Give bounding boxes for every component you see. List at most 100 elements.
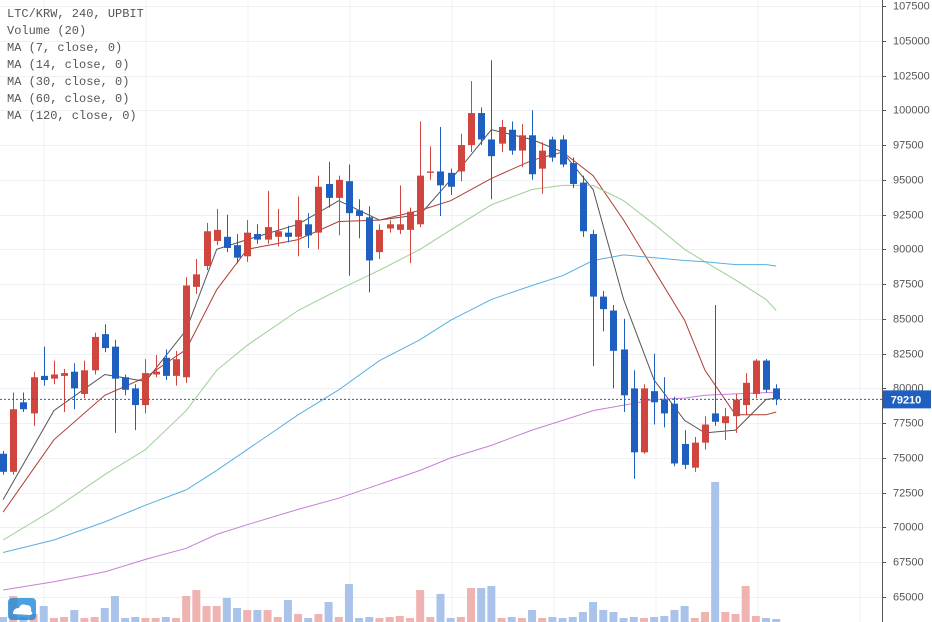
volume-bar — [385, 617, 394, 622]
volume-bar — [304, 618, 313, 622]
volume-bar — [344, 584, 353, 622]
candle-body — [743, 382, 750, 406]
y-tick-label: 100000 — [893, 104, 930, 116]
volume-bar — [283, 600, 292, 622]
legend-entry: MA (60, close, 0) — [7, 92, 129, 106]
candle-body — [41, 375, 48, 381]
volume-bar — [294, 614, 303, 622]
candles — [0, 60, 780, 479]
candle-body — [722, 416, 729, 424]
y-tick-label: 97500 — [893, 139, 924, 151]
candle-body — [590, 234, 597, 297]
volume-bar — [558, 618, 567, 622]
volume-bar — [690, 618, 699, 622]
candle-body — [692, 442, 699, 468]
volume-bar — [49, 618, 58, 622]
candle-body — [458, 145, 465, 172]
volume-bar — [80, 618, 89, 622]
volume-bar — [619, 618, 628, 622]
volume-bar — [90, 617, 99, 622]
y-tick-label: 92500 — [893, 209, 924, 221]
candle-body — [10, 409, 17, 472]
candle-body — [753, 360, 760, 394]
y-tick-label: 72500 — [893, 487, 924, 499]
candle-body — [346, 181, 353, 214]
volume-bar — [151, 618, 160, 622]
y-tick-label: 67500 — [893, 556, 924, 568]
candle-body — [509, 129, 516, 151]
candle-body — [417, 175, 424, 225]
candle-body — [712, 413, 719, 422]
volume-bar — [405, 618, 414, 622]
volume-bar — [192, 590, 201, 622]
volume-bar — [731, 614, 740, 622]
candle-body — [468, 113, 475, 146]
y-tick-label: 70000 — [893, 521, 924, 533]
candle-body — [336, 179, 343, 198]
candle-body — [570, 163, 577, 184]
candle-body — [132, 388, 139, 406]
candle-body — [183, 285, 190, 378]
y-tick-label: 102500 — [893, 70, 930, 82]
candle-body — [387, 224, 394, 229]
volume-bar — [182, 596, 191, 622]
volume-bar — [741, 586, 750, 622]
candle-body — [356, 210, 363, 216]
volume-bar — [60, 617, 69, 622]
volume-bar — [721, 612, 730, 622]
volume-bar — [528, 610, 537, 622]
candle-body — [671, 403, 678, 464]
volume-bar — [507, 617, 516, 622]
candle-body — [499, 126, 506, 144]
volume-bar — [568, 617, 577, 622]
ma-line — [2, 254, 777, 553]
volume-bars — [0, 482, 781, 622]
candle-body — [153, 371, 160, 375]
volume-bar — [212, 606, 221, 622]
candle-body — [631, 388, 638, 453]
candle-body — [529, 135, 536, 175]
y-tick-label: 77500 — [893, 417, 924, 429]
volume-bar — [161, 617, 170, 622]
candle-body — [51, 374, 58, 379]
volume-bar — [355, 618, 364, 622]
candle-body — [163, 357, 170, 376]
volume-bar — [131, 617, 140, 622]
y-tick-label: 107500 — [893, 0, 930, 12]
volume-bar — [477, 588, 486, 622]
volume-bar — [70, 610, 79, 622]
candle-body — [0, 453, 7, 472]
y-tick-label: 85000 — [893, 313, 924, 325]
volume-bar — [416, 590, 425, 622]
volume-bar — [395, 616, 404, 622]
candle-body — [234, 245, 241, 258]
candle-body — [488, 139, 495, 157]
last-price-label: 79210 — [891, 394, 922, 406]
candle-body — [122, 377, 129, 390]
candle-body — [173, 359, 180, 376]
logo-cloud — [13, 604, 33, 615]
candle-body — [112, 346, 119, 379]
volume-bar — [365, 617, 374, 622]
volume-bar — [660, 616, 669, 622]
volume-bar — [650, 617, 659, 622]
candle-body — [31, 377, 38, 414]
volume-bar — [141, 618, 150, 622]
candle-body — [397, 224, 404, 230]
volume-bar — [436, 594, 445, 622]
volume-bar — [548, 617, 557, 622]
legend-entry: MA (7, close, 0) — [7, 41, 122, 55]
moving-averages — [2, 129, 777, 591]
volume-bar — [121, 618, 130, 622]
volume-bar — [670, 610, 679, 622]
volume-bar — [680, 606, 689, 622]
volume-bar — [467, 588, 476, 622]
volume-bar — [100, 608, 109, 622]
y-tick-label: 65000 — [893, 591, 924, 603]
volume-bar — [243, 610, 252, 622]
candle-body — [560, 139, 567, 165]
logo — [8, 598, 36, 620]
candle-body — [142, 373, 149, 406]
candle-body — [326, 183, 333, 198]
volume-bar — [273, 617, 282, 622]
